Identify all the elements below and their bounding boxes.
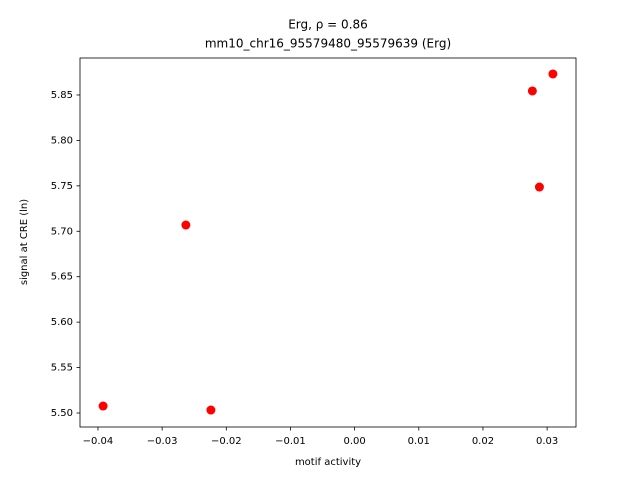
point [206, 405, 216, 415]
x-tick-label: −0.01 [275, 436, 306, 447]
y-tick-label: 5.55 [51, 363, 73, 374]
point [181, 220, 191, 230]
x-tick-label: 0.00 [343, 436, 365, 447]
x-tick-label: 0.03 [536, 436, 558, 447]
y-tick-label: 5.65 [51, 272, 73, 283]
x-tick-label: −0.02 [211, 436, 242, 447]
point [98, 401, 108, 411]
plot-frame [79, 57, 577, 428]
y-tick-label: 5.50 [51, 408, 73, 419]
x-tick-label: 0.01 [408, 436, 430, 447]
y-tick-label: 5.60 [51, 317, 73, 328]
x-tick-label: 0.02 [472, 436, 494, 447]
x-tick-label: −0.04 [83, 436, 114, 447]
point [527, 86, 537, 96]
x-tick-label: −0.03 [147, 436, 178, 447]
y-tick-label: 5.75 [51, 181, 73, 192]
y-tick-label: 5.80 [51, 135, 73, 146]
chart-title: Erg, ρ = 0.86 [288, 18, 368, 32]
point [548, 69, 558, 79]
point [534, 182, 544, 192]
y-tick-label: 5.70 [51, 226, 73, 237]
y-axis-label: signal at CRE (ln) [19, 199, 30, 285]
x-axis-label: motif activity [295, 457, 361, 468]
y-tick-label: 5.85 [51, 90, 73, 101]
chart-title: mm10_chr16_95579480_95579639 (Erg) [205, 37, 451, 51]
